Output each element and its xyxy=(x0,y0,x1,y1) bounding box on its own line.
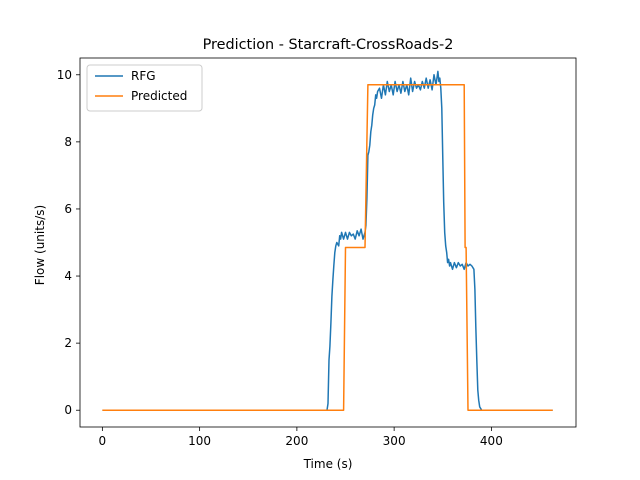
y-tick-label: 10 xyxy=(57,68,72,82)
y-tick-label: 4 xyxy=(64,269,72,283)
legend-label: RFG xyxy=(131,69,156,83)
plot-frame xyxy=(79,57,577,428)
y-tick-label: 2 xyxy=(64,336,72,350)
x-tick-label: 300 xyxy=(383,434,406,448)
y-tick-label: 6 xyxy=(64,202,72,216)
y-tick-label: 8 xyxy=(64,135,72,149)
x-axis: 0 100 200 300 400 xyxy=(99,427,503,448)
y-tick-label: 0 xyxy=(64,403,72,417)
x-axis-label: Time (s) xyxy=(303,457,353,471)
x-tick-label: 100 xyxy=(188,434,211,448)
series-line-predicted xyxy=(102,84,553,411)
legend-label: Predicted xyxy=(131,89,187,103)
legend: RFG Predicted xyxy=(86,64,203,112)
x-tick-label: 0 xyxy=(99,434,107,448)
x-tick-label: 200 xyxy=(285,434,308,448)
chart-title: Prediction - Starcraft-CrossRoads-2 xyxy=(203,37,454,53)
x-tick-label: 400 xyxy=(480,434,503,448)
y-axis-label: Flow (units/s) xyxy=(33,205,47,285)
y-axis: 0 2 4 6 8 10 xyxy=(57,68,80,417)
series-line-rfg xyxy=(102,70,553,411)
plot-area xyxy=(79,57,577,428)
